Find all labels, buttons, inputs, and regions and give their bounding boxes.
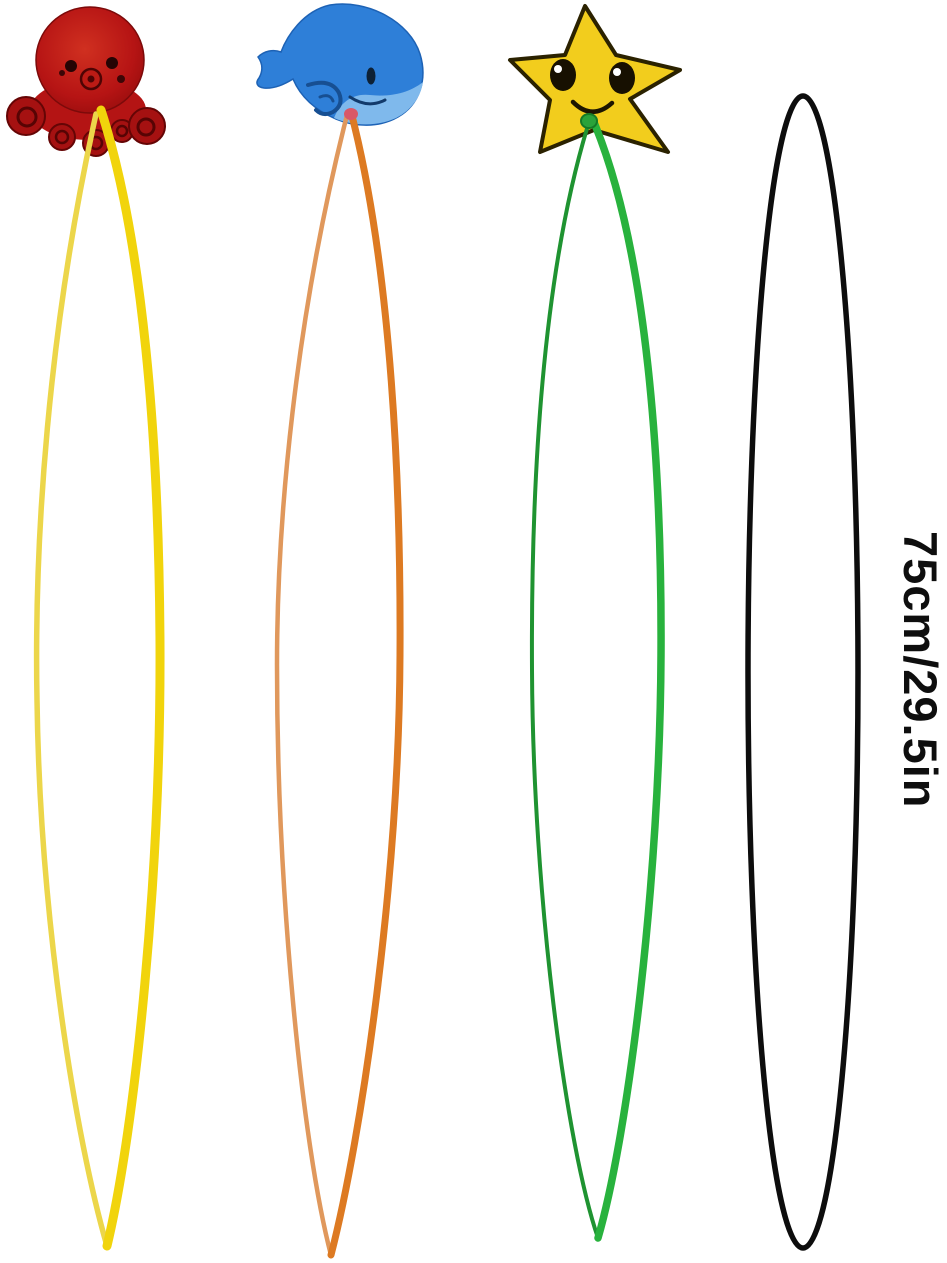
- whale-fin: [306, 80, 343, 117]
- octopus-snout-center: [87, 75, 95, 83]
- orange-loop: [274, 108, 404, 1259]
- tentacle-spiral: [54, 129, 70, 145]
- star-face: [550, 59, 635, 114]
- green-loop: [529, 113, 665, 1242]
- tentacle-spiral: [115, 124, 129, 138]
- tentacle-curl: [128, 107, 166, 145]
- octopus-right-eye: [106, 57, 118, 69]
- octopus-face: [59, 57, 125, 91]
- tentacle-spiral: [136, 117, 156, 137]
- star-right-eye: [609, 62, 635, 94]
- yellow-loop-right-strand: [96, 105, 165, 1251]
- orange-loop-left-strand: [274, 112, 350, 1258]
- green-loop-right-strand: [589, 116, 665, 1242]
- octopus-spot: [117, 75, 125, 83]
- tentacle-curl: [48, 123, 76, 151]
- octopus-left-eye: [65, 60, 77, 72]
- octopus-head: [35, 6, 145, 114]
- whale-body: [256, 3, 424, 126]
- whale-mouth: [348, 95, 387, 106]
- orange-loop-connector: [344, 108, 358, 120]
- star-right-eye-highlight: [613, 68, 621, 76]
- orange-loop-right-strand: [327, 108, 404, 1259]
- whale-fin-detail: [318, 94, 335, 103]
- octopus-spot: [59, 70, 65, 76]
- whale-eye: [366, 67, 376, 85]
- star-topper-icon: [508, 4, 682, 154]
- star-left-eye-highlight: [554, 65, 562, 73]
- whale-topper-icon: [256, 3, 424, 126]
- star-left-eye: [550, 59, 576, 91]
- yellow-loop: [33, 105, 165, 1251]
- size-label: 75cm/29.5in: [894, 531, 947, 809]
- octopus-topper-icon: [6, 6, 166, 157]
- tentacle-curl: [6, 96, 46, 136]
- green-loop-left-strand: [529, 120, 600, 1240]
- green-loop-knot: [580, 113, 598, 129]
- yellow-loop-left-strand: [33, 111, 110, 1249]
- size-reference-hoop: [745, 93, 861, 1251]
- star-smile: [570, 99, 615, 114]
- tentacle-spiral: [16, 106, 38, 128]
